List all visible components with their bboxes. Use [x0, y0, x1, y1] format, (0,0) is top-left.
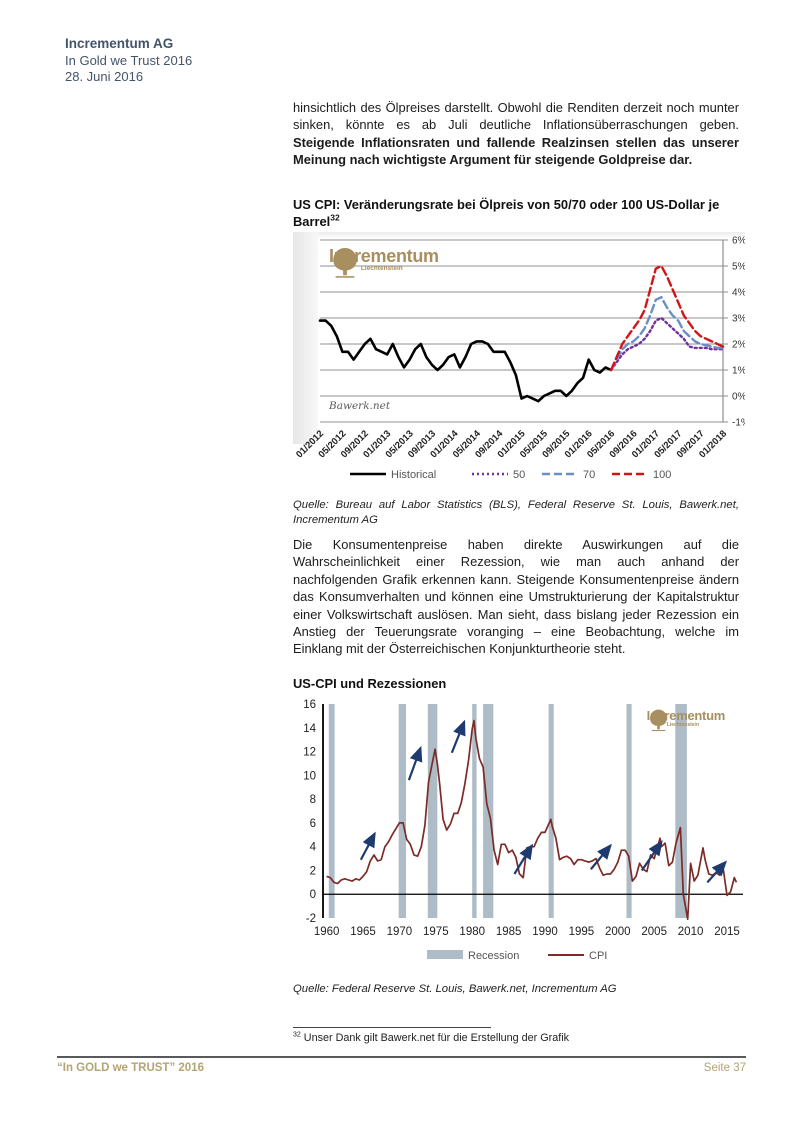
svg-text:1%: 1%: [732, 366, 745, 377]
series-Historical: [318, 319, 613, 403]
svg-text:CPI: CPI: [589, 950, 607, 962]
svg-text:14: 14: [303, 723, 316, 735]
svg-text:2: 2: [310, 865, 316, 877]
svg-text:1965: 1965: [350, 926, 376, 938]
recession-band: [427, 704, 438, 918]
paragraph-normal-text: hinsichtlich des Ölpreises darstellt. Ob…: [293, 100, 739, 133]
trend-arrow: [407, 745, 423, 781]
chart1-title: US CPI: Veränderungsrate bei Ölpreis von…: [293, 197, 739, 230]
svg-text:Recession: Recession: [468, 950, 519, 962]
svg-text:1985: 1985: [496, 926, 522, 938]
svg-text:1960: 1960: [314, 926, 340, 938]
page-number: Seite 37: [703, 1062, 746, 1074]
footnote-ref-superscript: 32: [330, 212, 340, 223]
paragraph-bold-text: Steigende Inflationsraten und fallende R…: [293, 134, 739, 168]
svg-text:12: 12: [303, 747, 316, 759]
svg-text:3%: 3%: [732, 314, 745, 325]
trend-arrow: [513, 843, 534, 875]
footnote-divider: [293, 1027, 491, 1028]
svg-text:2010: 2010: [678, 926, 704, 938]
svg-text:2005: 2005: [641, 926, 667, 938]
svg-text:6%: 6%: [732, 236, 745, 247]
recession-band: [548, 704, 554, 918]
trend-arrow: [359, 831, 376, 861]
chart2-source: Quelle: Federal Reserve St. Louis, Bawer…: [293, 983, 617, 995]
recession-band: [472, 704, 477, 918]
svg-text:10: 10: [303, 770, 316, 782]
cpi-scenario-chart-canvas: 6%5%4%3%2%1%0%-1%01/201205/201209/201201…: [294, 236, 745, 482]
tree-icon: [649, 709, 667, 732]
chart1-title-text: US CPI: Veränderungsrate bei Ölpreis von…: [293, 197, 720, 229]
trend-arrow: [590, 843, 612, 870]
svg-text:-1%: -1%: [732, 418, 745, 429]
svg-text:8: 8: [310, 794, 316, 806]
recession-band: [626, 704, 632, 918]
footnote-number: 32: [293, 1031, 301, 1039]
cpi-line: [326, 719, 738, 921]
svg-text:70: 70: [583, 469, 595, 481]
paragraph-oil-inflation: hinsichtlich des Ölpreises darstellt. Ob…: [293, 99, 739, 169]
svg-text:2000: 2000: [605, 926, 631, 938]
chart2-title: US-CPI und Rezessionen: [293, 676, 447, 691]
svg-text:0%: 0%: [732, 392, 745, 403]
report-title: In Gold we Trust 2016: [65, 52, 193, 68]
chart-cpi-recessions: 16 14 12 10 8 6 4 2 0 -2 1960 1965 1970 1975 1980 1985 1…: [293, 698, 745, 966]
chart1-source: Quelle: Bureau auf Labor Statistics (BLS…: [293, 499, 739, 526]
trend-arrow: [450, 719, 466, 754]
svg-text:1980: 1980: [459, 926, 485, 938]
tree-icon: [333, 247, 357, 278]
svg-text:-2: -2: [306, 913, 316, 925]
incrementum-logo: Incrementum Liechtenstein: [647, 708, 725, 732]
trend-arrow: [640, 840, 663, 872]
svg-text:6: 6: [310, 818, 316, 830]
svg-text:100: 100: [653, 469, 671, 481]
svg-text:1995: 1995: [569, 926, 595, 938]
paragraph-konsumentenpreise: Die Konsumentenpreise haben direkte Ausw…: [293, 537, 739, 657]
svg-text:1975: 1975: [423, 926, 449, 938]
recession-band: [398, 704, 406, 918]
svg-text:5%: 5%: [732, 262, 745, 273]
page-header: Incrementum AG In Gold we Trust 2016 28.…: [65, 36, 192, 86]
bawerk-watermark: Bawerk.net: [329, 400, 391, 412]
svg-text:16: 16: [303, 699, 316, 711]
chart-edge-shading: [293, 232, 745, 239]
svg-text:4: 4: [310, 842, 317, 854]
company-name: Incrementum AG: [65, 36, 174, 51]
svg-text:2%: 2%: [732, 340, 745, 351]
svg-text:50: 50: [513, 469, 525, 481]
logo-subtitle: Liechtenstein: [360, 265, 403, 272]
footer-divider: [57, 1056, 746, 1058]
chart-edge-shading: [293, 232, 318, 444]
series-50: [609, 316, 725, 372]
svg-text:Historical: Historical: [391, 469, 436, 481]
chart-cpi-oil-scenarios: 6%5%4%3%2%1%0%-1%01/201205/201209/201201…: [293, 232, 745, 487]
trend-arrow: [706, 860, 728, 884]
series-100: [609, 264, 725, 372]
series-70: [609, 295, 725, 372]
recession-band: [328, 704, 335, 918]
svg-text:0: 0: [310, 889, 316, 901]
incrementum-logo: Incrementum Liechtenstein: [329, 246, 439, 278]
page-footer: “In GOLD we TRUST” 2016 Seite 37: [57, 1062, 746, 1074]
svg-text:4%: 4%: [732, 288, 745, 299]
recession-band: [675, 704, 687, 918]
footnote: 32 Unser Dank gilt Bawerk.net für die Er…: [293, 1031, 739, 1044]
footnote-text: Unser Dank gilt Bawerk.net für die Erste…: [303, 1032, 570, 1044]
svg-text:2015: 2015: [714, 926, 740, 938]
svg-text:1990: 1990: [532, 926, 558, 938]
report-date: 28. Juni 2016: [65, 69, 144, 84]
logo-subtitle: Liechtenstein: [666, 722, 699, 728]
footer-report-title: “In GOLD we TRUST” 2016: [57, 1062, 204, 1074]
svg-text:1970: 1970: [387, 926, 413, 938]
